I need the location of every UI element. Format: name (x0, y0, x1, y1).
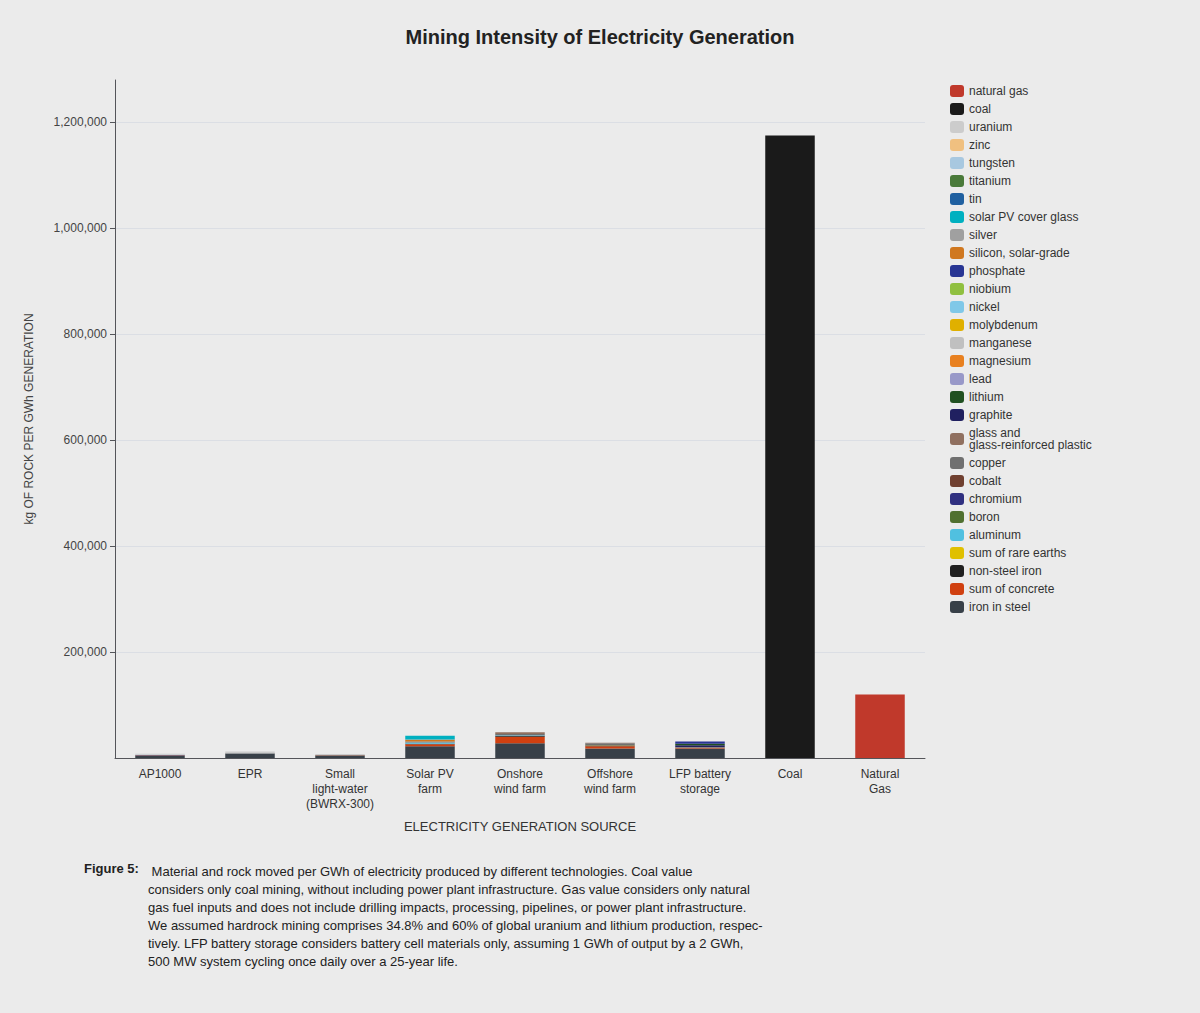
svg-text:Solar PV: Solar PV (406, 767, 453, 781)
svg-text:Offshore: Offshore (587, 767, 633, 781)
svg-text:We assumed hardrock mining com: We assumed hardrock mining comprises 34.… (148, 918, 763, 933)
svg-text:sum of rare earths: sum of rare earths (969, 546, 1066, 560)
svg-text:Figure 5:: Figure 5: (84, 861, 139, 876)
svg-text:tungsten: tungsten (969, 156, 1015, 170)
svg-text:farm: farm (418, 782, 442, 796)
svg-text:glass and: glass and (969, 426, 1021, 440)
svg-text:Material and rock moved per GW: Material and rock moved per GWh of elect… (148, 864, 693, 879)
svg-text:storage: storage (680, 782, 720, 796)
svg-text:chromium: chromium (969, 492, 1022, 506)
svg-text:Mining Intensity of Electricit: Mining Intensity of Electricity Generati… (406, 26, 795, 48)
svg-text:kg OF ROCK PER GWh GENERATION: kg OF ROCK PER GWh GENERATION (22, 313, 36, 524)
svg-text:zinc: zinc (969, 138, 990, 152)
svg-text:magnesium: magnesium (969, 354, 1031, 368)
svg-text:(BWRX-300): (BWRX-300) (306, 797, 374, 811)
svg-text:wind farm: wind farm (583, 782, 636, 796)
svg-text:600,000: 600,000 (64, 433, 108, 447)
svg-text:1,000,000: 1,000,000 (54, 221, 108, 235)
svg-text:light-water: light-water (312, 782, 367, 796)
svg-text:lead: lead (969, 372, 992, 386)
svg-text:200,000: 200,000 (64, 645, 108, 659)
svg-text:silicon, solar-grade: silicon, solar-grade (969, 246, 1070, 260)
svg-text:boron: boron (969, 510, 1000, 524)
svg-text:Coal: Coal (778, 767, 803, 781)
svg-text:tin: tin (969, 192, 982, 206)
svg-text:uranium: uranium (969, 120, 1012, 134)
svg-text:Small: Small (325, 767, 355, 781)
svg-text:AP1000: AP1000 (139, 767, 182, 781)
svg-text:1,200,000: 1,200,000 (54, 115, 108, 129)
svg-text:copper: copper (969, 456, 1006, 470)
svg-text:aluminum: aluminum (969, 528, 1021, 542)
svg-text:phosphate: phosphate (969, 264, 1025, 278)
svg-text:LFP battery: LFP battery (669, 767, 731, 781)
svg-text:manganese: manganese (969, 336, 1032, 350)
svg-text:graphite: graphite (969, 408, 1013, 422)
svg-text:ELECTRICITY GENERATION SOURCE: ELECTRICITY GENERATION SOURCE (404, 819, 636, 834)
svg-text:wind farm: wind farm (493, 782, 546, 796)
svg-text:gas fuel inputs and does not i: gas fuel inputs and does not include dri… (148, 900, 746, 915)
svg-text:considers only coal mining, wi: considers only coal mining, without incl… (148, 882, 750, 897)
svg-text:Onshore: Onshore (497, 767, 543, 781)
svg-text:500 MW system cycling once dai: 500 MW system cycling once daily over a … (148, 954, 458, 969)
svg-text:400,000: 400,000 (64, 539, 108, 553)
svg-text:silver: silver (969, 228, 997, 242)
svg-text:EPR: EPR (238, 767, 263, 781)
svg-text:niobium: niobium (969, 282, 1011, 296)
svg-text:lithium: lithium (969, 390, 1004, 404)
svg-text:molybdenum: molybdenum (969, 318, 1038, 332)
svg-text:800,000: 800,000 (64, 327, 108, 341)
svg-text:coal: coal (969, 102, 991, 116)
svg-text:sum of concrete: sum of concrete (969, 582, 1055, 596)
svg-text:iron in steel: iron in steel (969, 600, 1030, 614)
svg-text:glass-reinforced plastic: glass-reinforced plastic (969, 438, 1092, 452)
svg-text:cobalt: cobalt (969, 474, 1002, 488)
svg-text:titanium: titanium (969, 174, 1011, 188)
svg-text:solar PV cover glass: solar PV cover glass (969, 210, 1078, 224)
svg-text:non-steel iron: non-steel iron (969, 564, 1042, 578)
svg-text:Gas: Gas (869, 782, 891, 796)
svg-text:nickel: nickel (969, 300, 1000, 314)
svg-text:natural gas: natural gas (969, 84, 1028, 98)
svg-text:tively. LFP battery storage co: tively. LFP battery storage considers ba… (148, 936, 743, 951)
svg-text:Natural: Natural (861, 767, 900, 781)
